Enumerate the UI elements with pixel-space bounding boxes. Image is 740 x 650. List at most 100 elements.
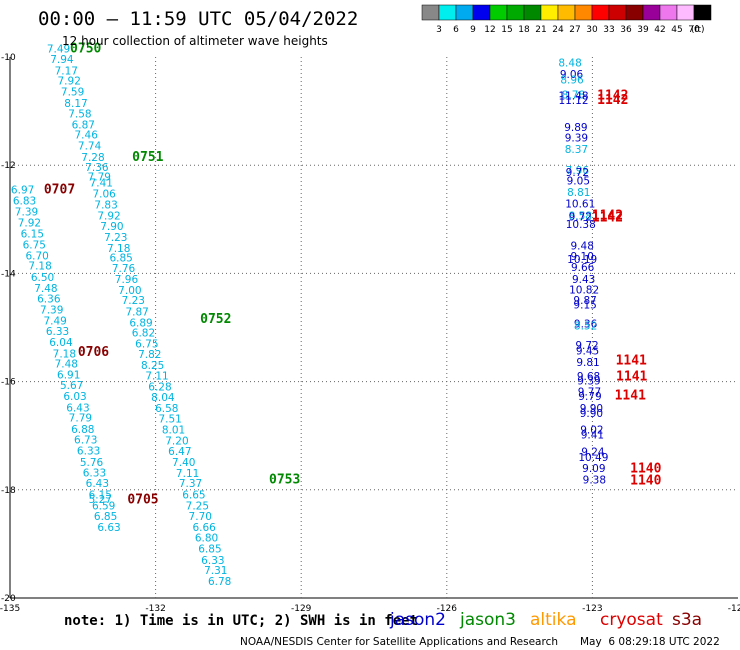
wave-height-value: 7.39 [40,304,63,316]
wave-height-value: 7.92 [58,76,81,88]
wave-height-value: 6.50 [31,272,54,284]
wave-height-value: 7.20 [165,435,188,447]
wave-height-value: 7.87 [125,307,148,319]
legend-item-jason2: jason2 [389,610,446,630]
colorbar-label: 15 [501,25,512,35]
wave-height-value: 5.27 [89,494,112,506]
wave-height-value: 7.23 [104,232,127,244]
wave-height-value: 10.19 [567,254,597,266]
colorbar-label: 18 [518,25,530,35]
wave-height-value: 9.72 [566,167,589,179]
colorbar-label: 39 [637,25,649,35]
wave-height-value: 9.48 [571,241,594,253]
wave-height-value: 7.90 [100,221,123,233]
colorbar-swatch [574,4,593,21]
colorbar-label: 9 [470,25,476,35]
colorbar-swatch [625,4,644,21]
wave-height-value: 7.40 [172,457,195,469]
wave-height-value: 6.80 [195,533,218,545]
pass-number: 0707 [44,182,75,197]
footer-credit: NOAA/NESDIS Center for Satellite Applica… [240,636,558,648]
grid-lines [10,57,738,598]
wave-height-value: 7.74 [78,141,102,153]
wave-height-value: 9.24 [581,447,605,459]
pass-number: 1141 [616,370,647,385]
colorbar-swatch [421,4,440,21]
wave-height-value: 6.58 [155,403,178,415]
wave-height-value: 7.79 [69,413,92,425]
wave-height-value: 8.52 [574,321,597,333]
x-tick-label: -132 [145,604,165,614]
legend: jason2 jason3 altika cryosat s3a [389,610,702,630]
wave-height-value: 9.41 [581,429,604,441]
wave-height-value: 6.66 [192,522,216,534]
wave-height-value: 8.04 [151,392,175,404]
wave-height-value: 7.11 [176,468,199,480]
wave-height-value: 6.43 [86,478,109,490]
wave-height-value: 9.09 [582,463,605,475]
wave-height-value: 10.82 [569,284,599,296]
wave-height-value: 6.33 [77,446,100,458]
colorbar-label: 6 [453,25,459,35]
plot-frame [9,57,738,599]
wave-height-value: 7.46 [75,130,99,142]
pass-number: 1141 [615,388,646,403]
chart-title: 00:00 – 11:59 UTC 05/04/2022 [38,8,358,30]
colorbar-swatch [557,4,576,21]
wave-height-value: 11.12 [558,95,588,107]
wave-height-value: 6.33 [46,326,69,338]
wave-height-value: 6.03 [63,391,86,403]
wave-height-value: 6.75 [135,339,158,351]
wave-height-value: 8.25 [141,360,164,372]
wave-height-value: 9.15 [573,300,596,312]
pass-number: 1140 [630,461,661,476]
y-tick-label: -10 [1,53,16,63]
pass-annotations: 0750075107520753070707060705114211421142… [44,42,662,508]
colorbar-swatch [642,4,661,21]
wave-height-value: 9.06 [560,69,584,81]
wave-height-value: 9.39 [565,132,588,144]
wave-height-value: 9.89 [564,122,587,134]
wave-height-value: 6.28 [148,381,171,393]
wave-height-value: 7.96 [115,274,139,286]
colorbar: 3 6 9 12 15 18 21 24 27 30 33 36 39 42 45 70(ft) [421,4,712,35]
colorbar-swatch [489,4,508,21]
wave-height-value: 6.47 [168,446,191,458]
wave-height-value: 7.00 [118,285,141,297]
wave-height-value: 6.36 [37,294,61,306]
wave-height-value: 6.04 [49,337,73,349]
colorbar-label: 42 [654,25,665,35]
wave-height-value: 9.39 [577,375,600,387]
wave-height-value: 7.18 [53,348,76,360]
wave-height-value: 9.90 [580,403,603,415]
wave-height-value: 10.38 [566,219,596,231]
wave-height-value: 7.76 [112,263,136,275]
colorbar-swatch [608,4,627,21]
pass-number: 0752 [200,312,231,327]
wave-height-value: 7.79 [88,171,111,183]
wave-height-value: 6.88 [71,424,94,436]
wave-height-value: 6.33 [201,555,224,567]
wave-height-value: 6.33 [83,467,106,479]
wave-height-value: 6.85 [109,252,132,264]
wave-height-value: 9.87 [573,295,596,307]
wave-height-value: 6.65 [182,489,205,501]
wave-height-value: 7.18 [107,243,130,255]
wave-height-value: 7.23 [122,295,145,307]
wave-height-value: 8.37 [565,144,588,156]
y-tick-label: -18 [1,486,16,496]
colorbar-swatch [438,4,457,21]
chart-subtitle: 12 hour collection of altimeter wave hei… [62,34,328,48]
colorbar-swatch [506,4,525,21]
wave-height-value: 7.51 [158,414,181,426]
footer-timestamp: May 6 08:29:18 UTC 2022 [580,636,720,648]
colorbar-label: 70 [688,25,700,35]
colorbar-swatch [472,4,491,21]
wave-height-value: 9.79 [578,391,601,403]
wave-height-value: 10.61 [565,198,595,210]
wave-height-value: 6.97 [11,184,34,196]
y-tick-label: -14 [1,269,16,279]
wave-height-value: 7.49 [47,44,70,56]
wave-height-value: 9.10 [571,251,594,263]
x-tick-label: -123 [582,604,602,614]
